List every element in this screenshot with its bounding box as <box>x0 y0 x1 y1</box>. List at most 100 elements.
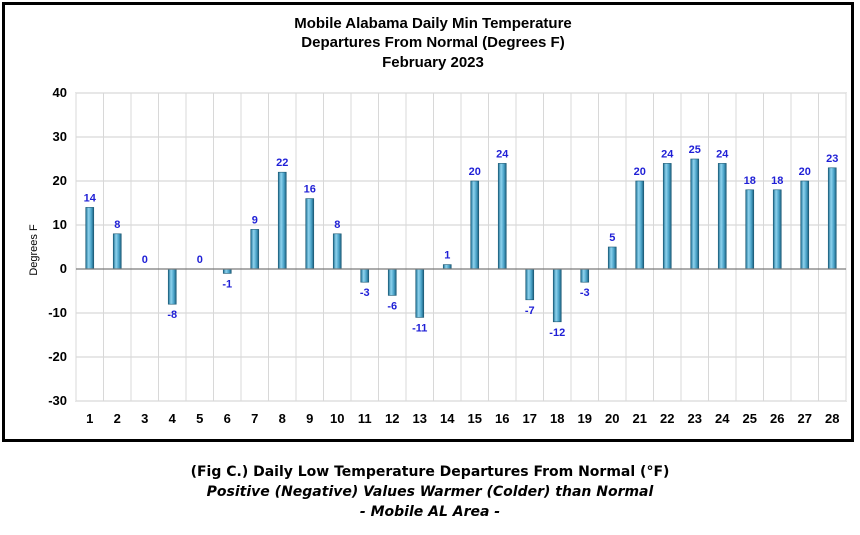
bar-day-9 <box>305 198 315 270</box>
bar-day-4 <box>167 268 177 305</box>
data-label-day-8: 22 <box>276 157 288 169</box>
data-label-day-1: 14 <box>84 192 97 204</box>
bar-day-26 <box>772 189 782 270</box>
x-tick-label: 8 <box>279 411 286 426</box>
chart-frame: Mobile Alabama Daily Min Temperature Dep… <box>2 2 854 442</box>
caption-line-3: - Mobile AL Area - <box>359 504 501 520</box>
data-label-day-17: -7 <box>525 305 535 317</box>
x-tick-label: 2 <box>114 411 121 426</box>
bar-day-12 <box>387 268 397 296</box>
x-tick-label: 11 <box>358 411 372 426</box>
x-tick-label: 3 <box>141 411 148 426</box>
y-tick-label: 20 <box>53 173 67 188</box>
bar-day-8 <box>277 171 287 270</box>
bar-day-1 <box>85 207 95 270</box>
bar-day-7 <box>250 229 260 270</box>
data-label-day-6: -1 <box>222 278 232 290</box>
y-tick-label: 40 <box>53 85 67 100</box>
data-label-day-19: -3 <box>580 287 590 299</box>
data-label-day-16: 24 <box>496 148 509 160</box>
data-label-day-15: 20 <box>469 166 481 178</box>
bar-day-10 <box>332 233 342 270</box>
data-label-day-13: -11 <box>412 322 427 334</box>
x-tick-label: 13 <box>413 411 427 426</box>
data-label-day-7: 9 <box>252 214 258 226</box>
data-label-day-10: 8 <box>334 219 340 231</box>
data-label-day-3: 0 <box>142 254 148 266</box>
caption-line-1: (Fig C.) Daily Low Temperature Departure… <box>190 464 670 480</box>
data-label-day-12: -6 <box>387 300 397 312</box>
bar-day-28 <box>827 167 837 270</box>
x-tick-label: 1 <box>86 411 93 426</box>
x-tick-label: 12 <box>385 411 399 426</box>
data-label-day-26: 18 <box>771 175 783 187</box>
data-label-day-18: -12 <box>549 327 565 339</box>
data-label-day-20: 5 <box>609 232 615 244</box>
bar-day-23 <box>690 158 700 270</box>
bar-day-27 <box>800 180 810 270</box>
bar-day-22 <box>662 163 672 270</box>
chart-title-line-1: Mobile Alabama Daily Min Temperature <box>294 15 572 32</box>
bar-day-14 <box>442 264 452 270</box>
bar-day-15 <box>470 180 480 270</box>
bar-day-17 <box>525 268 535 301</box>
y-tick-label: 0 <box>60 261 67 276</box>
caption-line-2: Positive (Negative) Values Warmer (Colde… <box>206 484 654 500</box>
x-tick-label: 22 <box>660 411 674 426</box>
grid-layer <box>75 92 847 402</box>
x-tick-label: 28 <box>825 411 839 426</box>
x-tick-label: 23 <box>688 411 702 426</box>
bar-day-24 <box>717 163 727 270</box>
x-tick-label: 14 <box>440 411 455 426</box>
data-label-day-24: 24 <box>716 148 729 160</box>
x-tick-label: 20 <box>605 411 619 426</box>
x-tick-label: 25 <box>743 411 757 426</box>
data-label-day-22: 24 <box>661 148 674 160</box>
data-label-day-21: 20 <box>634 166 646 178</box>
data-label-day-9: 16 <box>304 184 316 196</box>
data-label-day-23: 25 <box>689 144 701 156</box>
bar-day-19 <box>580 268 590 283</box>
x-tick-label: 15 <box>468 411 482 426</box>
x-tick-label: 5 <box>196 411 203 426</box>
axis-layer: 403020100-10-20-301418203-8405-169722816… <box>48 85 846 426</box>
chart-svg: Mobile Alabama Daily Min Temperature Dep… <box>28 15 847 426</box>
y-tick-label: -30 <box>48 393 67 408</box>
x-tick-label: 21 <box>633 411 647 426</box>
x-tick-label: 4 <box>169 411 177 426</box>
x-tick-label: 7 <box>251 411 258 426</box>
bar-day-18 <box>552 268 562 323</box>
bar-day-13 <box>415 268 425 318</box>
data-label-day-14: 1 <box>444 250 450 262</box>
chart-title-line-2: Departures From Normal (Degrees F) <box>301 34 564 51</box>
y-tick-label: -20 <box>48 349 67 364</box>
bar-day-6 <box>222 268 232 274</box>
y-tick-label: 30 <box>53 129 67 144</box>
data-label-day-25: 18 <box>744 175 756 187</box>
y-axis-label: Degrees F <box>28 224 40 276</box>
figure-caption: (Fig C.) Daily Low Temperature Departure… <box>0 462 860 522</box>
bar-day-21 <box>635 180 645 270</box>
y-tick-label: 10 <box>53 217 67 232</box>
data-label-day-5: 0 <box>197 254 203 266</box>
y-tick-label: -10 <box>48 305 67 320</box>
x-tick-label: 6 <box>224 411 231 426</box>
data-label-day-4: -8 <box>167 309 177 321</box>
x-tick-label: 26 <box>770 411 784 426</box>
bar-day-2 <box>112 233 122 270</box>
x-tick-label: 19 <box>578 411 592 426</box>
chart-title-line-3: February 2023 <box>382 54 484 71</box>
bar-day-16 <box>497 163 507 270</box>
x-tick-label: 18 <box>550 411 564 426</box>
x-tick-label: 24 <box>715 411 730 426</box>
data-label-day-2: 8 <box>114 219 120 231</box>
x-tick-label: 17 <box>523 411 537 426</box>
data-label-day-11: -3 <box>360 287 370 299</box>
bar-day-20 <box>607 246 617 270</box>
bar-day-11 <box>360 268 370 283</box>
data-label-day-28: 23 <box>826 153 838 165</box>
bar-day-25 <box>745 189 755 270</box>
data-label-day-27: 20 <box>799 166 811 178</box>
x-tick-label: 10 <box>330 411 344 426</box>
x-tick-label: 16 <box>495 411 509 426</box>
